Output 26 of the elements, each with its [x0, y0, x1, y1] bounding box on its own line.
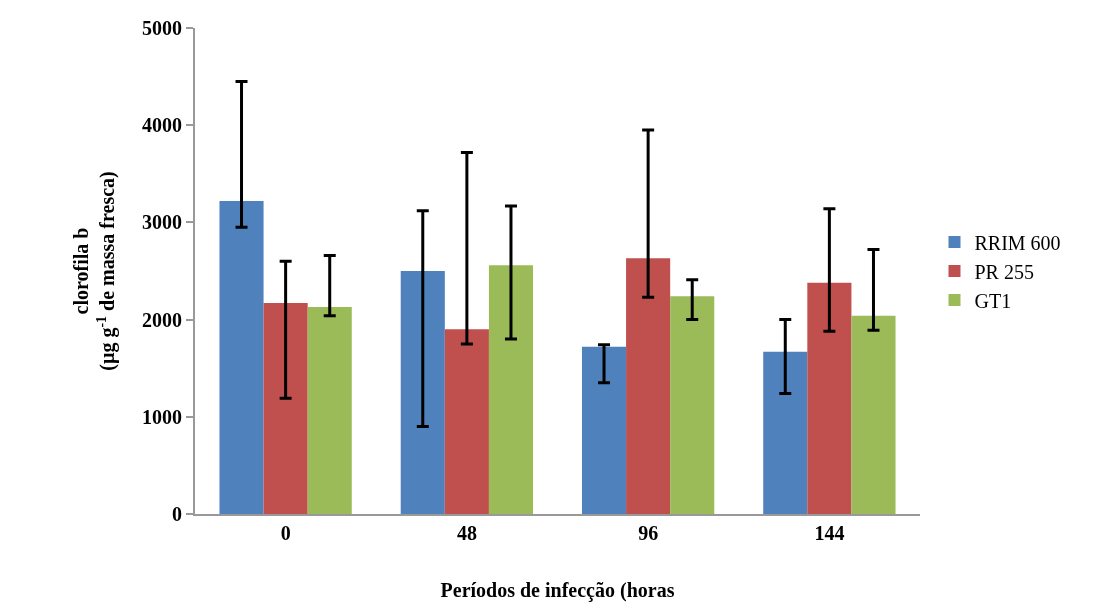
- x-tick-label: 0: [280, 522, 291, 544]
- legend-label: GT1: [974, 289, 1012, 312]
- bar: [307, 306, 352, 514]
- bar: [263, 303, 308, 514]
- bar: [581, 346, 627, 514]
- bar: [670, 296, 715, 514]
- legend-label: PR 255: [974, 260, 1034, 283]
- bar: [851, 315, 896, 514]
- y-tick-label: 5000: [142, 17, 182, 39]
- y-tick-label: 4000: [142, 114, 182, 137]
- y-tick-label: 3000: [142, 211, 182, 234]
- bar: [219, 201, 264, 514]
- y-tick-label: 1000: [142, 405, 182, 428]
- x-tick-label: 96: [638, 522, 659, 544]
- x-tick-label: 48: [456, 522, 477, 544]
- bar: [444, 329, 489, 514]
- x-axis-title: Períodos de infecção (horas: [440, 579, 675, 602]
- bar: [400, 271, 445, 514]
- bar: [488, 265, 534, 514]
- x-tick-label: 144: [814, 522, 845, 544]
- y-tick-label: 0: [172, 503, 182, 525]
- bar: [763, 351, 808, 514]
- bar: [807, 282, 852, 514]
- bar: [626, 258, 671, 514]
- legend-label: RRIM 600: [974, 231, 1061, 254]
- y-tick-label: 2000: [142, 308, 182, 331]
